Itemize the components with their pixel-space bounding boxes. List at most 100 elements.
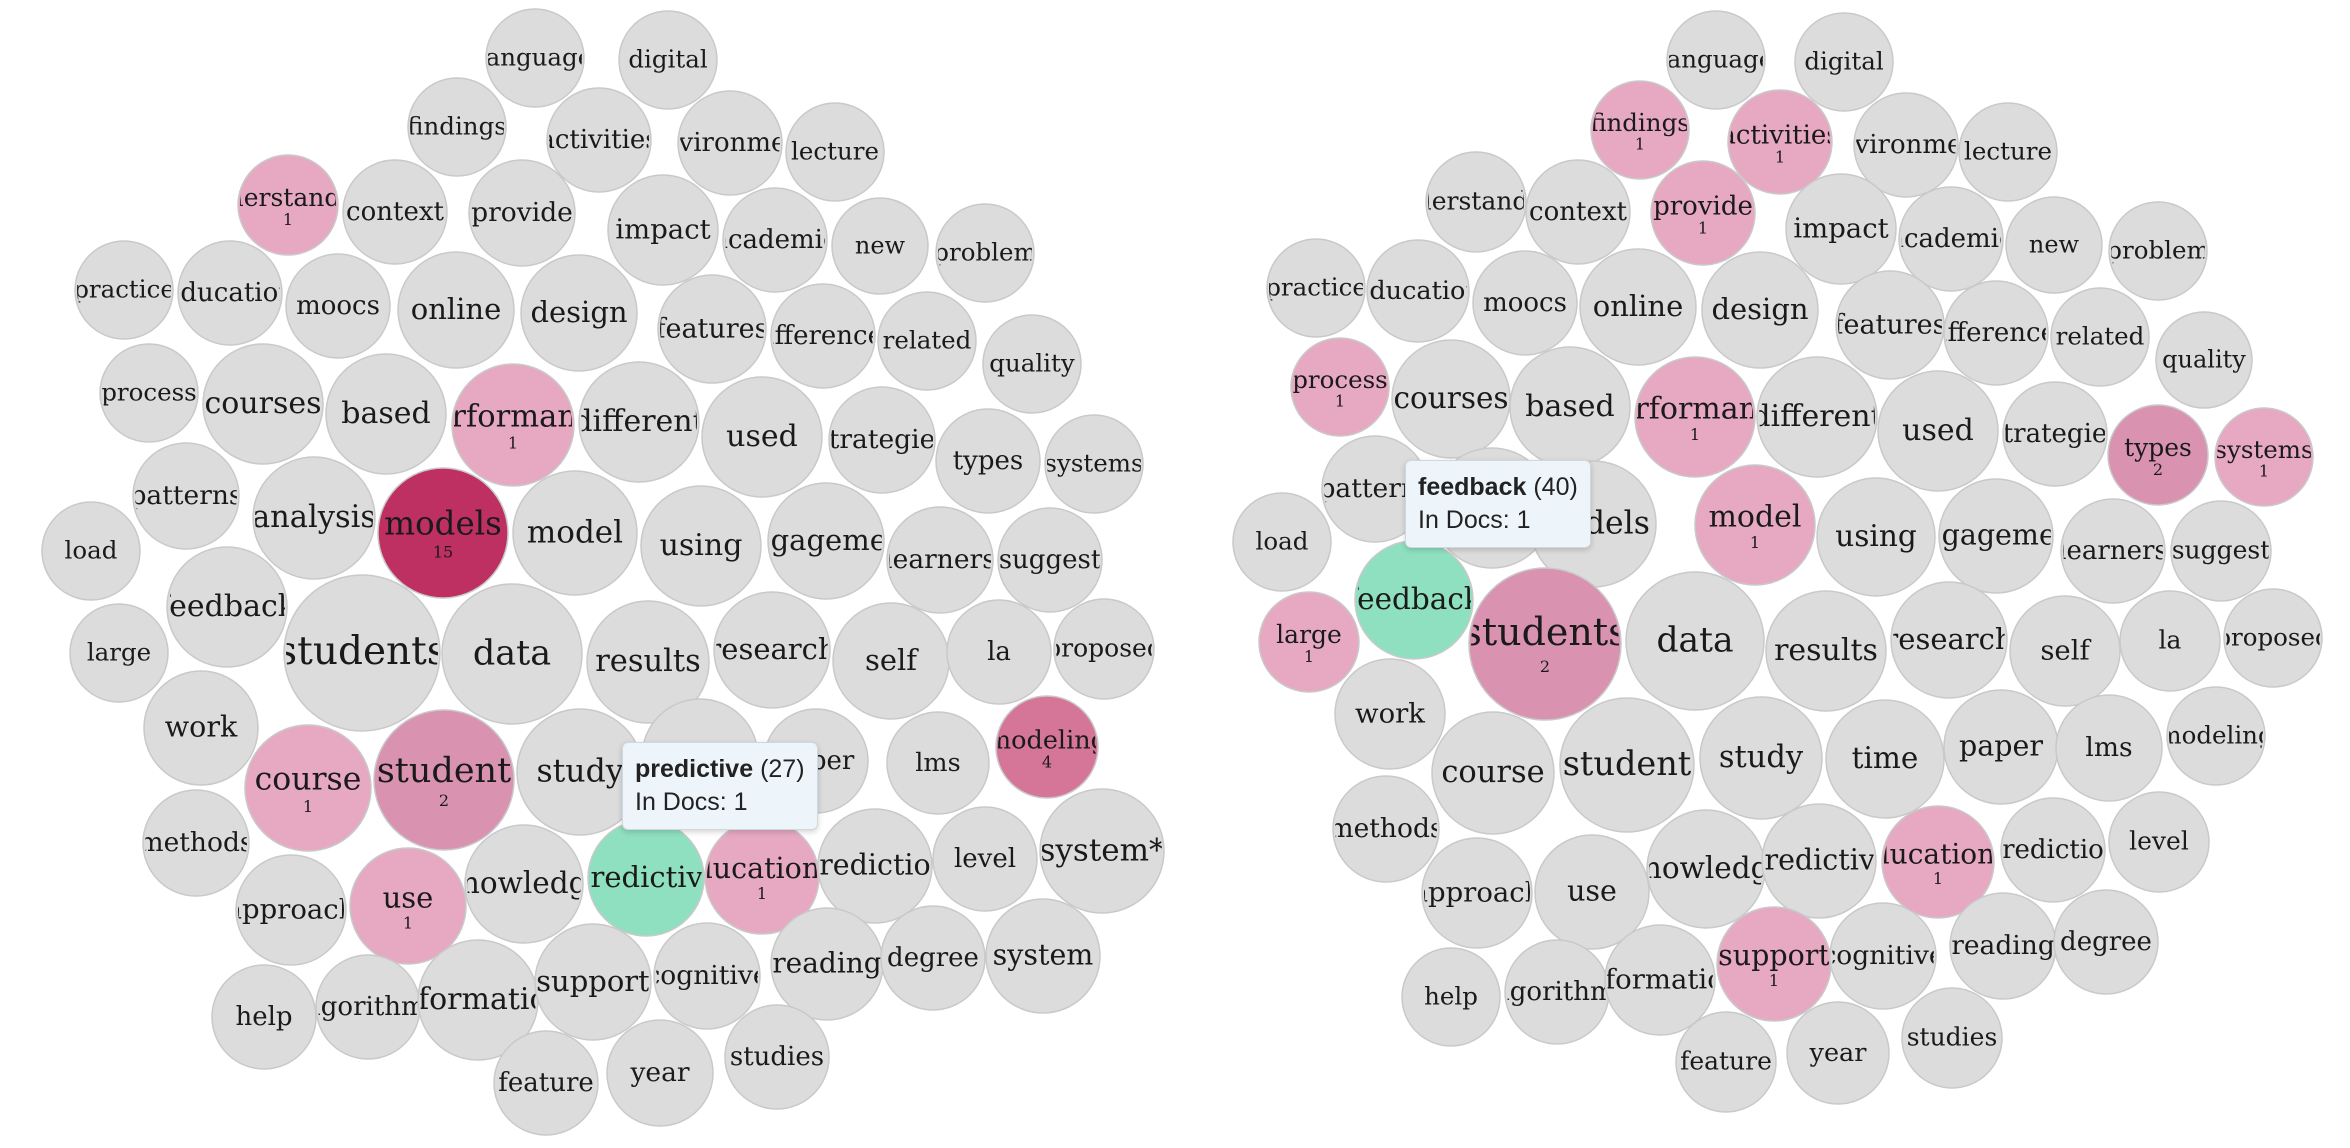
- word-bubble-lms[interactable]: lms: [2055, 694, 2163, 802]
- word-bubble-used[interactable]: used: [1877, 370, 1999, 492]
- word-bubble-results[interactable]: results: [1765, 590, 1887, 712]
- word-bubble-online[interactable]: online: [1579, 248, 1697, 366]
- word-bubble-impact[interactable]: impact: [1785, 173, 1897, 285]
- word-bubble-cognitive[interactable]: cognitive: [645, 922, 768, 1030]
- word-bubble-online[interactable]: online: [397, 251, 515, 369]
- word-bubble-help[interactable]: help: [211, 964, 317, 1070]
- word-bubble-algorithms[interactable]: algorithms: [297, 954, 439, 1060]
- word-bubble-data[interactable]: data: [1625, 571, 1765, 711]
- word-bubble-problem[interactable]: problem: [933, 203, 1036, 303]
- word-bubble-proposed[interactable]: proposed: [2215, 588, 2330, 688]
- word-bubble-differences[interactable]: differences: [750, 283, 897, 389]
- word-bubble-time[interactable]: time: [1825, 699, 1945, 819]
- word-bubble-design[interactable]: design: [1701, 251, 1819, 369]
- word-bubble-using[interactable]: using: [1816, 477, 1936, 597]
- word-bubble-student[interactable]: student: [1559, 697, 1695, 833]
- word-bubble-features[interactable]: features: [1833, 270, 1946, 380]
- word-bubble-practice[interactable]: practice: [1265, 238, 1367, 338]
- word-bubble-study[interactable]: study: [516, 708, 644, 836]
- word-bubble-feature[interactable]: feature: [1675, 1011, 1777, 1113]
- word-bubble-language[interactable]: language: [478, 8, 592, 108]
- word-bubble-types[interactable]: types: [935, 408, 1041, 514]
- word-bubble-algorithms[interactable]: algorithms: [1486, 939, 1628, 1045]
- word-bubble-moocs[interactable]: moocs: [285, 253, 391, 359]
- word-bubble-data[interactable]: data: [441, 583, 583, 725]
- word-bubble-methods[interactable]: methods: [138, 789, 253, 897]
- word-bubble-reading[interactable]: reading: [1949, 892, 2057, 1000]
- word-bubble-courses[interactable]: courses: [202, 343, 324, 465]
- word-bubble-design[interactable]: design: [520, 254, 638, 372]
- word-bubble-la[interactable]: la: [2119, 590, 2221, 692]
- word-bubble-predictive[interactable]: predictive: [1746, 803, 1892, 919]
- word-bubble-systems[interactable]: systems: [1044, 414, 1144, 514]
- word-bubble-approach[interactable]: approach: [226, 854, 357, 966]
- word-bubble-context[interactable]: context: [1525, 159, 1631, 265]
- word-bubble-results[interactable]: results: [586, 600, 710, 724]
- word-bubble-feedback[interactable]: feedback: [1346, 540, 1483, 660]
- word-bubble-study[interactable]: study: [1699, 696, 1823, 820]
- word-bubble-students[interactable]: students: [277, 574, 447, 732]
- word-bubble-degree[interactable]: degree: [2053, 889, 2159, 995]
- word-bubble-approach[interactable]: approach: [1412, 837, 1543, 949]
- word-bubble-lecture[interactable]: lecture: [785, 102, 885, 202]
- word-bubble-degree[interactable]: degree: [880, 905, 986, 1011]
- word-bubble-students[interactable]: students 2: [1462, 567, 1627, 721]
- word-bubble-suggest[interactable]: suggest: [997, 507, 1103, 613]
- word-bubble-studies[interactable]: studies: [724, 1004, 830, 1110]
- word-bubble-learners[interactable]: learners: [2058, 498, 2168, 604]
- word-bubble-courses[interactable]: courses: [1391, 339, 1511, 459]
- word-bubble-new[interactable]: new: [2005, 196, 2103, 294]
- word-bubble-work[interactable]: work: [1334, 658, 1446, 770]
- word-bubble-level[interactable]: level: [932, 806, 1038, 912]
- word-bubble-suggest[interactable]: suggest: [2170, 500, 2272, 602]
- word-bubble-understanding[interactable]: understanding: [1384, 151, 1569, 253]
- word-bubble-strategies[interactable]: strategies: [1989, 381, 2120, 487]
- word-bubble-provide[interactable]: provide: [468, 159, 576, 267]
- word-bubble-quality[interactable]: quality: [982, 314, 1082, 414]
- word-bubble-self[interactable]: self: [832, 602, 950, 720]
- word-bubble-level[interactable]: level: [2108, 791, 2210, 893]
- word-bubble-differences[interactable]: differences: [1923, 280, 2070, 386]
- word-bubble-knowledge[interactable]: knowledge: [1625, 809, 1787, 929]
- word-bubble-lecture[interactable]: lecture: [1958, 102, 2058, 202]
- word-bubble-language[interactable]: language: [1659, 10, 1773, 110]
- word-bubble-digital[interactable]: digital: [618, 10, 718, 110]
- word-bubble-system[interactable]: system: [985, 898, 1101, 1014]
- word-bubble-new[interactable]: new: [831, 197, 929, 295]
- word-bubble-help[interactable]: help: [1401, 947, 1501, 1047]
- word-bubble-different[interactable]: different: [573, 361, 704, 483]
- word-bubble-information[interactable]: information: [1579, 924, 1742, 1036]
- word-bubble-research[interactable]: research: [1884, 581, 2013, 699]
- word-bubble-related[interactable]: related: [877, 291, 977, 391]
- word-bubble-quality[interactable]: quality: [2155, 311, 2253, 409]
- word-bubble-environment[interactable]: environment: [1822, 92, 1990, 198]
- word-bubble-methods[interactable]: methods: [1328, 775, 1443, 883]
- word-bubble-self[interactable]: self: [2009, 595, 2121, 707]
- word-bubble-process[interactable]: process: [99, 343, 199, 443]
- word-bubble-system[interactable]: system*: [1039, 788, 1165, 914]
- word-bubble-research[interactable]: research: [707, 591, 836, 709]
- word-bubble-context[interactable]: context: [342, 159, 448, 265]
- word-bubble-feedback[interactable]: feedback: [158, 546, 297, 668]
- word-bubble-model[interactable]: model: [512, 470, 638, 596]
- word-bubble-work[interactable]: work: [143, 670, 259, 786]
- word-bubble-analysis[interactable]: analysis: [252, 456, 376, 580]
- word-bubble-studies[interactable]: studies: [1901, 987, 2003, 1089]
- word-bubble-paper[interactable]: paper: [1943, 689, 2059, 805]
- word-bubble-la[interactable]: la: [946, 599, 1052, 705]
- word-bubble-information[interactable]: information: [389, 939, 567, 1061]
